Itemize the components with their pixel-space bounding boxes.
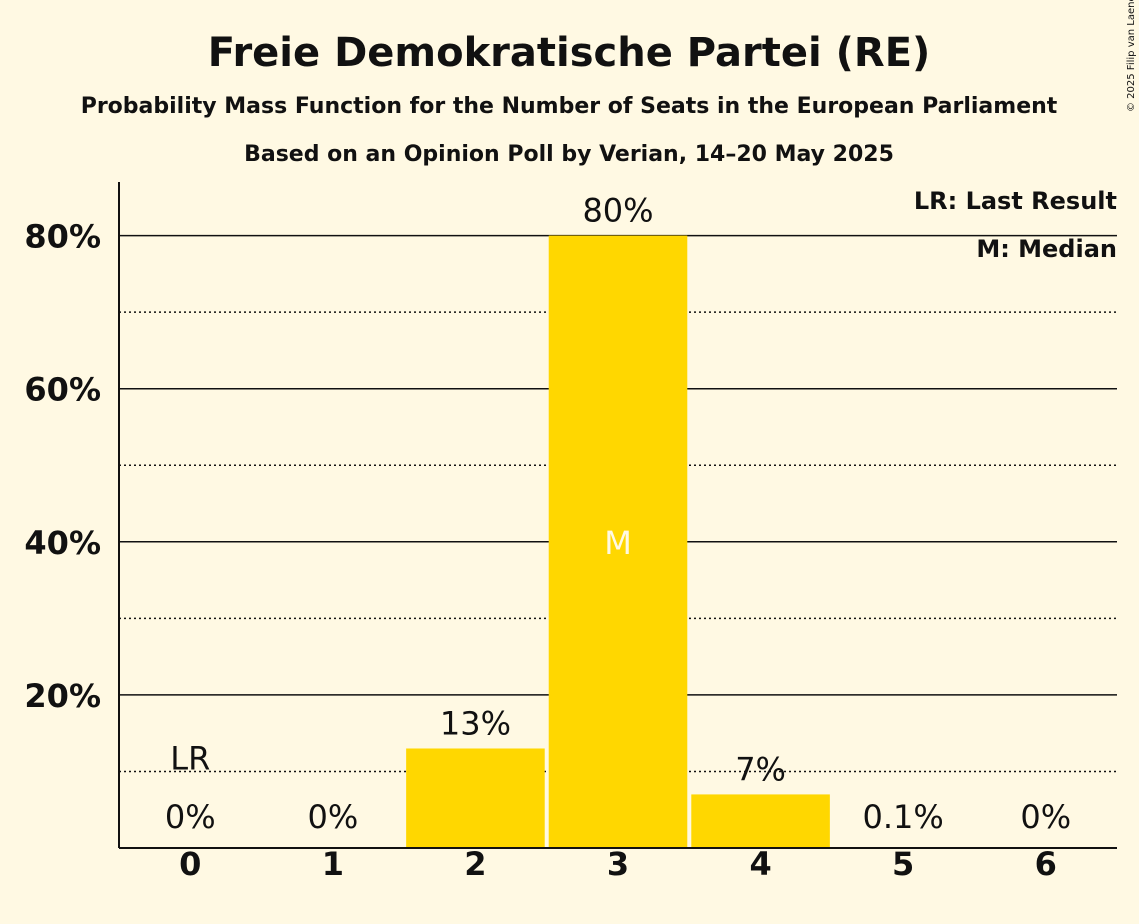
bar bbox=[548, 235, 688, 849]
bars bbox=[406, 235, 973, 849]
chart-subtitle: Probability Mass Function for the Number… bbox=[81, 94, 1058, 119]
legend-median: M: Median bbox=[976, 235, 1117, 263]
value-labels: 0% LR 0% 13% 80% M 7% 0.1% 0% bbox=[165, 192, 1071, 836]
y-tick-label: 20% bbox=[24, 677, 101, 715]
value-label: 0% bbox=[1020, 798, 1071, 836]
x-tick-label: 5 bbox=[892, 845, 914, 883]
median-marker: M bbox=[604, 524, 632, 562]
copyright: © 2025 Filip van Laenen bbox=[1126, 0, 1137, 112]
x-tick-label: 3 bbox=[607, 845, 629, 883]
y-tick-label: 60% bbox=[24, 371, 101, 409]
legend-last-result: LR: Last Result bbox=[914, 187, 1117, 215]
chart-title: Freie Demokratische Partei (RE) bbox=[208, 30, 931, 76]
value-label: 0% bbox=[165, 798, 216, 836]
x-tick-label: 2 bbox=[464, 845, 486, 883]
y-tick-labels: 20% 40% 60% 80% bbox=[24, 218, 101, 715]
value-label: 0% bbox=[307, 798, 358, 836]
value-label: 80% bbox=[582, 192, 653, 230]
value-label: 7% bbox=[735, 750, 786, 788]
y-tick-label: 80% bbox=[24, 218, 101, 256]
x-tick-label: 0 bbox=[179, 845, 201, 883]
last-result-marker: LR bbox=[170, 739, 210, 777]
x-tick-labels: 0 1 2 3 4 5 6 bbox=[179, 845, 1057, 883]
chart-subtitle-poll: Based on an Opinion Poll by Verian, 14–2… bbox=[244, 142, 894, 167]
value-label: 13% bbox=[440, 704, 511, 742]
value-label: 0.1% bbox=[862, 798, 943, 836]
x-tick-label: 6 bbox=[1035, 845, 1057, 883]
x-tick-label: 4 bbox=[749, 845, 771, 883]
bar bbox=[406, 748, 545, 848]
bar bbox=[691, 794, 830, 848]
y-tick-label: 40% bbox=[24, 524, 101, 562]
x-tick-label: 1 bbox=[322, 845, 344, 883]
